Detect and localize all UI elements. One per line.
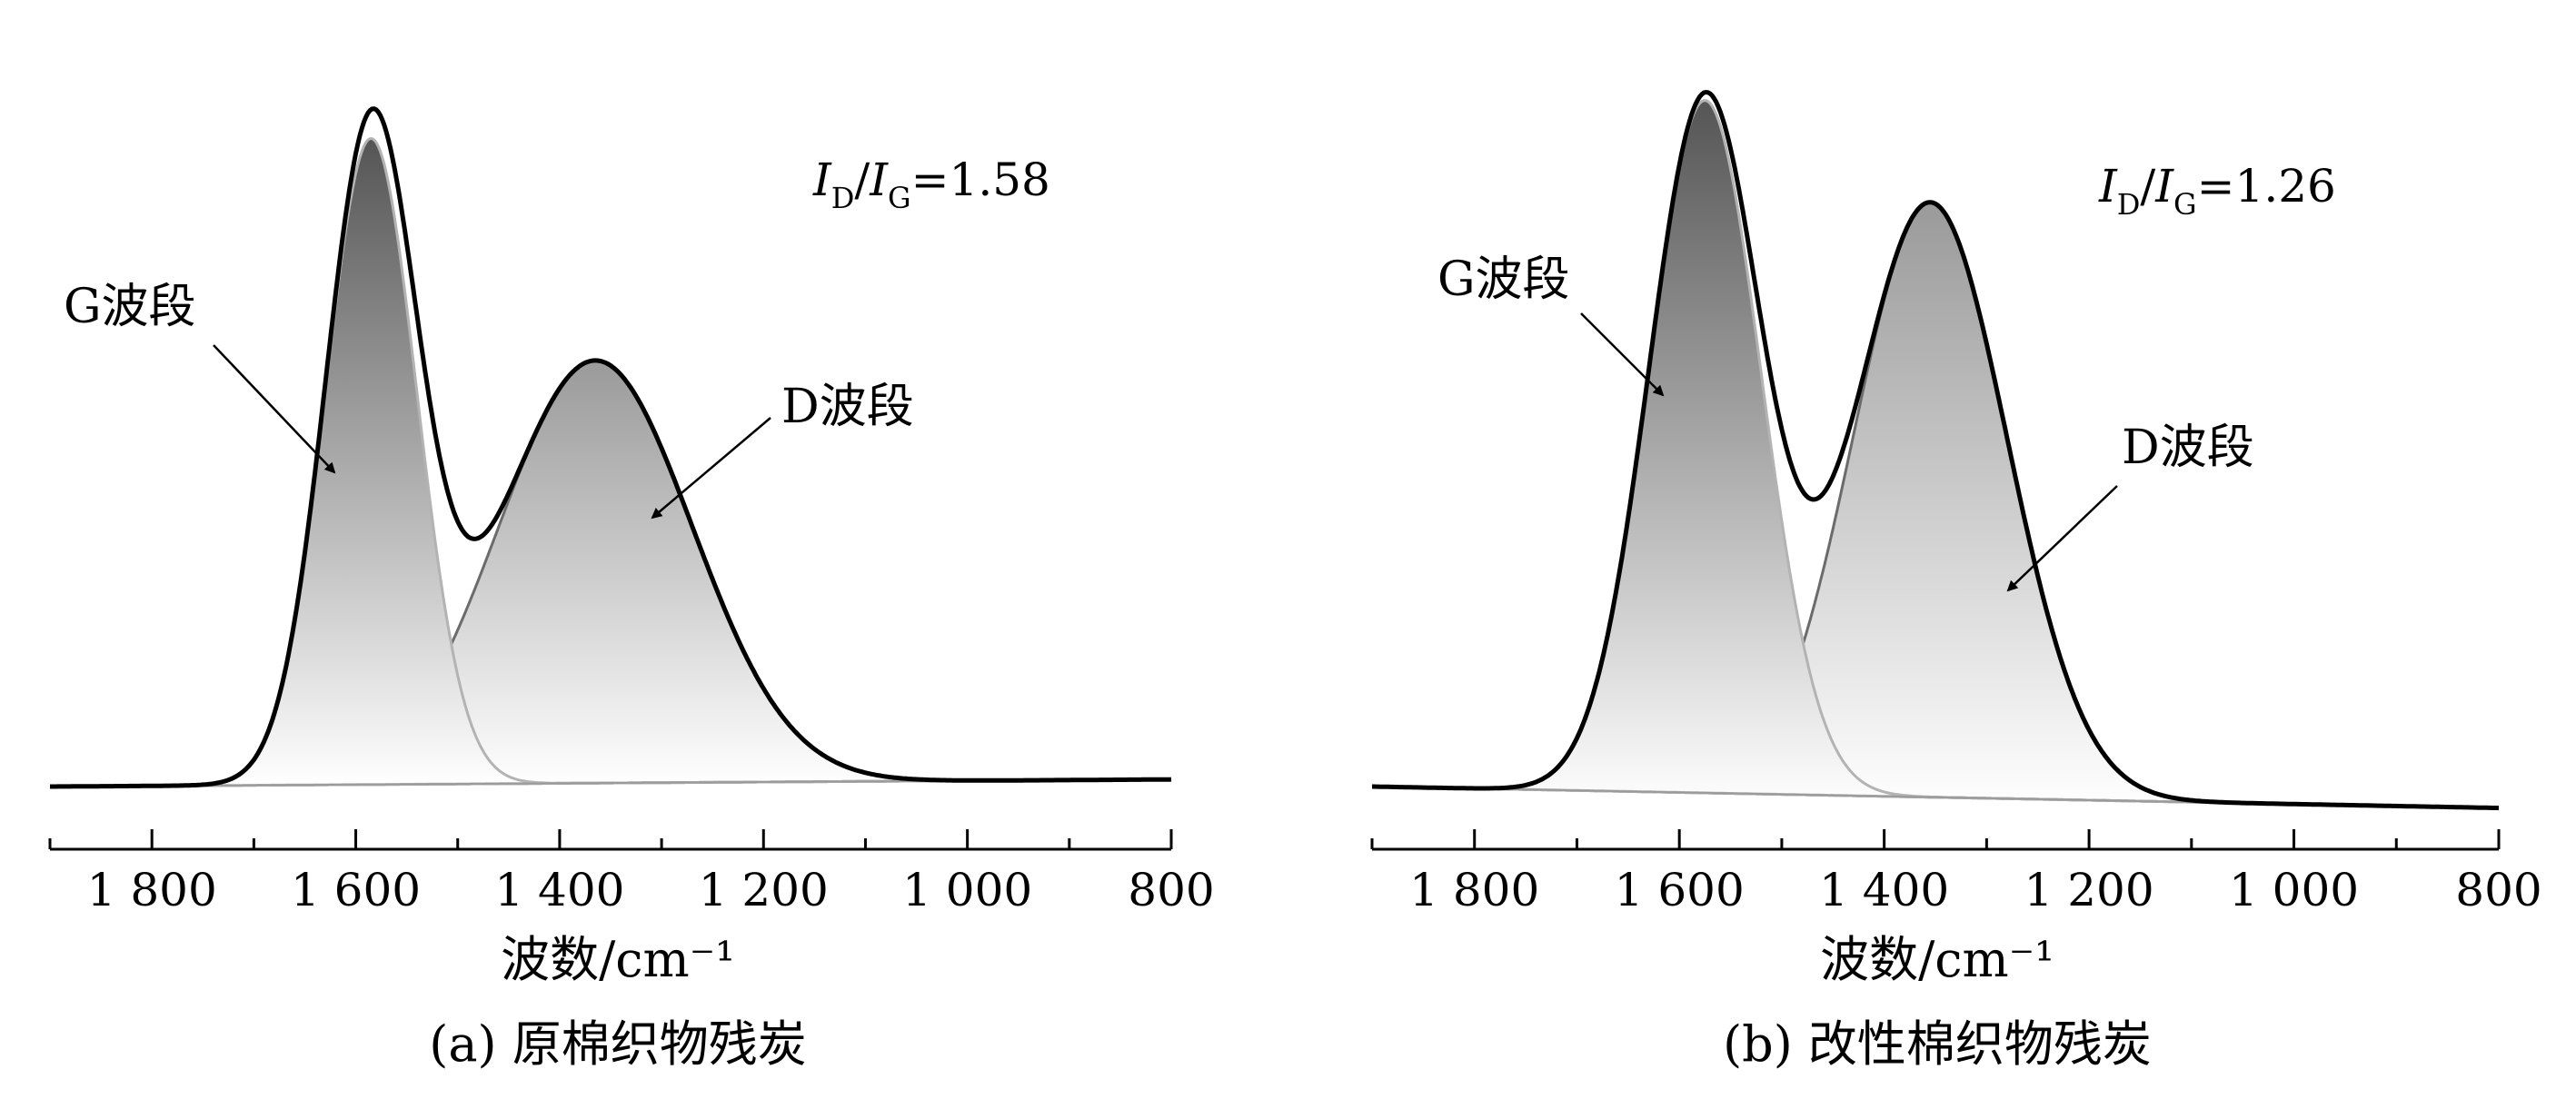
panel-a-tick-label: 800	[1128, 864, 1214, 916]
panel-a-g-band-arrow	[213, 344, 336, 474]
panel-a-g-band-label: G波段	[64, 280, 196, 334]
panel-b: 1 800 1 600 1 400 1 200 1 000 800 G波段 D波段 ID/…	[1370, 89, 2542, 1073]
panel-a-d-band-arrow	[651, 417, 771, 520]
panel-a: 1 800 1 600 1 400 1 200 1 000 800 G波段 D波段 ID/…	[48, 106, 1215, 1073]
panel-a-ratio: ID/IG=1.58	[812, 153, 1050, 215]
panel-a-tick-label: 1 200	[699, 864, 829, 916]
panel-b-tick-label: 800	[2455, 864, 2541, 916]
panel-a-tick-label: 1 000	[902, 864, 1032, 916]
panel-b-x-axis-title: 波数/cm⁻¹	[1820, 931, 2054, 988]
panel-b-ratio: ID/IG=1.26	[2098, 160, 2336, 222]
panel-a-tick-label: 1 800	[87, 864, 217, 916]
panel-b-caption: (b) 改性棉织物残炭	[1723, 1015, 2152, 1073]
panel-b-d-band-label: D波段	[2122, 421, 2254, 475]
panel-b-tick-label: 1 000	[2229, 864, 2359, 916]
panel-b-tick-label: 1 400	[1819, 864, 1949, 916]
panel-a-envelope-line	[50, 106, 1172, 789]
panel-b-x-axis: 1 800 1 600 1 400 1 200 1 000 800	[1370, 829, 2542, 916]
panel-a-x-axis: 1 800 1 600 1 400 1 200 1 000 800	[48, 829, 1215, 916]
panel-a-d-band-label: D波段	[781, 380, 914, 434]
panel-b-tick-label: 1 800	[1409, 864, 1539, 916]
panel-a-tick-label: 1 400	[494, 864, 624, 916]
panel-b-d-band-arrow	[2006, 485, 2118, 592]
panel-b-tick-label: 1 600	[1615, 864, 1745, 916]
panel-a-caption: (a) 原棉织物残炭	[429, 1015, 807, 1073]
panel-a-tick-label: 1 600	[291, 864, 421, 916]
panel-a-x-axis-title: 波数/cm⁻¹	[501, 931, 735, 988]
panel-b-envelope-line	[1372, 89, 2500, 811]
panel-b-tick-label: 1 200	[2024, 864, 2154, 916]
panel-b-g-band-label: G波段	[1437, 252, 1570, 307]
panel-b-g-band-arrow	[1580, 312, 1665, 397]
panel-a-d-band-area	[50, 359, 1172, 788]
